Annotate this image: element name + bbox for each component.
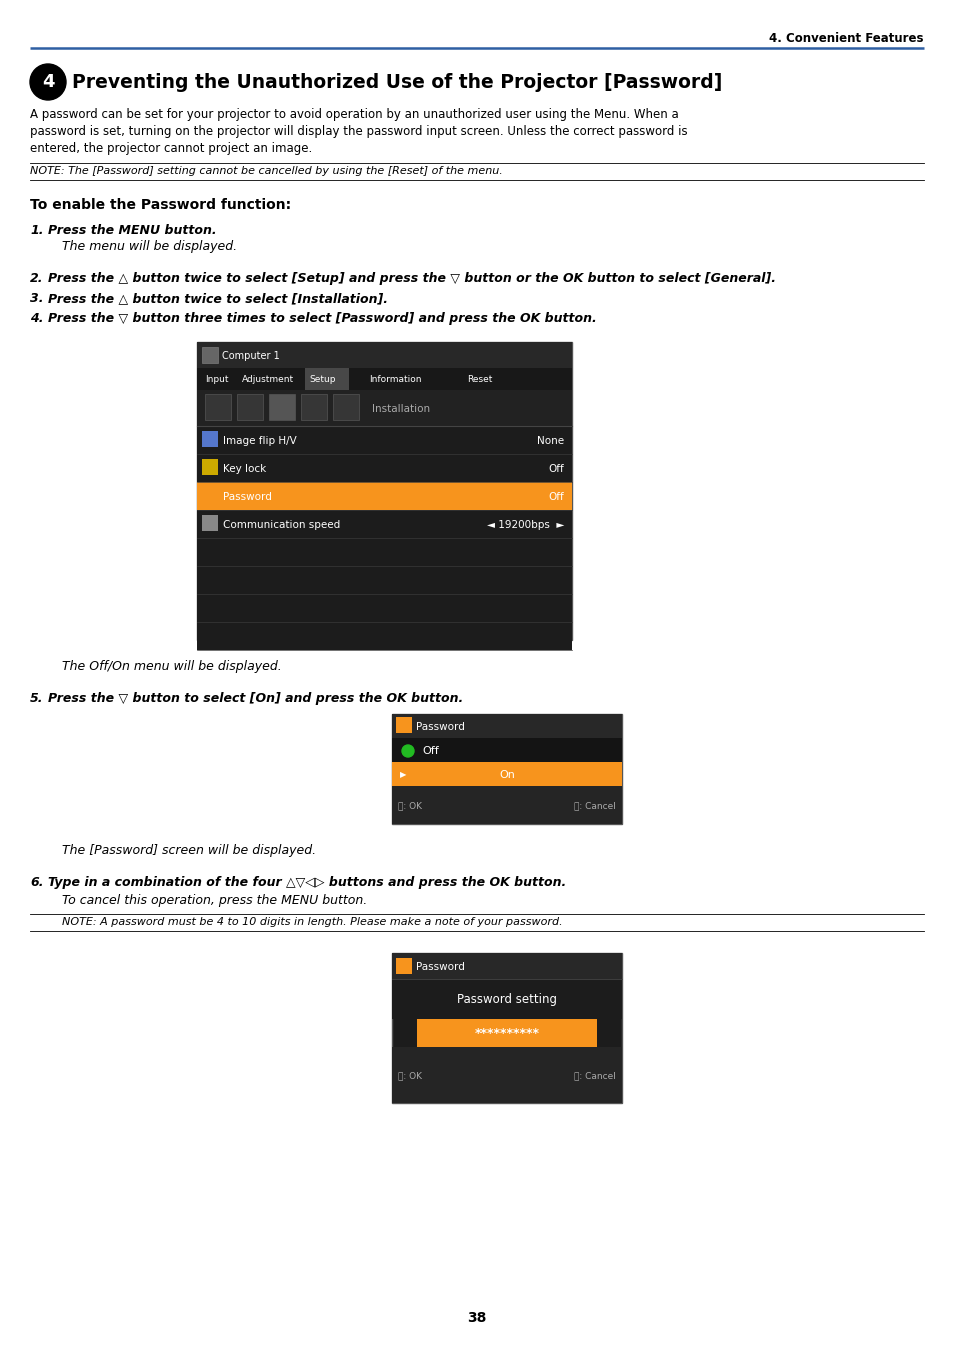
Text: Image flip H/V: Image flip H/V <box>223 435 296 446</box>
Text: Type in a combination of the four △▽◁▷ buttons and press the OK button.: Type in a combination of the four △▽◁▷ b… <box>48 876 566 888</box>
Text: To enable the Password function:: To enable the Password function: <box>30 198 291 212</box>
Text: ◄ 19200bps  ►: ◄ 19200bps ► <box>486 520 563 530</box>
Bar <box>196 510 572 538</box>
Text: Reset: Reset <box>467 376 492 384</box>
Text: Computer 1: Computer 1 <box>222 350 279 361</box>
Text: Adjustment: Adjustment <box>242 376 294 384</box>
Text: 2.: 2. <box>30 272 44 284</box>
Bar <box>196 566 572 594</box>
Text: 5.: 5. <box>30 692 44 705</box>
Text: password is set, turning on the projector will display the password input screen: password is set, turning on the projecto… <box>30 125 687 137</box>
Bar <box>205 394 231 421</box>
Bar <box>196 538 572 566</box>
Text: 38: 38 <box>467 1312 486 1325</box>
Text: NOTE: The [Password] setting cannot be cancelled by using the [Reset] of the men: NOTE: The [Password] setting cannot be c… <box>30 166 502 177</box>
Text: 6.: 6. <box>30 876 44 888</box>
Text: 4.: 4. <box>30 311 44 325</box>
Bar <box>196 390 572 426</box>
Text: To cancel this operation, press the MENU button.: To cancel this operation, press the MENU… <box>62 894 367 907</box>
Text: 3.: 3. <box>30 293 44 305</box>
Bar <box>305 368 349 390</box>
Bar <box>269 394 294 421</box>
Bar <box>202 346 218 363</box>
Text: Off: Off <box>421 745 438 756</box>
Text: Preventing the Unauthorized Use of the Projector [Password]: Preventing the Unauthorized Use of the P… <box>71 73 721 92</box>
Bar <box>196 342 572 640</box>
Text: Press the ▽ button to select [On] and press the OK button.: Press the ▽ button to select [On] and pr… <box>48 692 463 705</box>
Bar <box>392 1047 621 1103</box>
Text: ▶: ▶ <box>399 771 406 779</box>
Text: Password: Password <box>416 723 464 732</box>
Text: None: None <box>537 435 563 446</box>
Text: The menu will be displayed.: The menu will be displayed. <box>62 240 237 253</box>
Bar <box>202 431 218 448</box>
Bar <box>392 953 621 1103</box>
Bar <box>196 342 572 368</box>
Text: Input: Input <box>205 376 229 384</box>
Text: A password can be set for your projector to avoid operation by an unauthorized u: A password can be set for your projector… <box>30 108 678 121</box>
Text: Off: Off <box>548 464 563 474</box>
Bar <box>392 737 621 762</box>
Bar <box>196 454 572 483</box>
Circle shape <box>401 745 414 758</box>
Text: Press the △ button twice to select [Installation].: Press the △ button twice to select [Inst… <box>48 293 388 305</box>
Text: ⓞ: OK: ⓞ: OK <box>397 1072 421 1081</box>
Bar <box>196 368 572 390</box>
Bar <box>202 460 218 474</box>
Text: 4. Convenient Features: 4. Convenient Features <box>769 31 923 44</box>
Text: 1.: 1. <box>30 224 44 237</box>
Text: Password: Password <box>223 492 272 501</box>
Text: The [Password] screen will be displayed.: The [Password] screen will be displayed. <box>62 844 315 857</box>
Text: Press the ▽ button three times to select [Password] and press the OK button.: Press the ▽ button three times to select… <box>48 311 597 325</box>
Bar <box>392 714 621 737</box>
Bar <box>196 621 572 650</box>
Text: Press the △ button twice to select [Setup] and press the ▽ button or the OK butt: Press the △ button twice to select [Setu… <box>48 272 775 284</box>
Text: ⓞ: Cancel: ⓞ: Cancel <box>574 802 616 810</box>
Text: Press the MENU button.: Press the MENU button. <box>48 224 216 237</box>
Text: Setup: Setup <box>309 376 335 384</box>
Bar <box>202 487 218 503</box>
Bar <box>395 717 412 733</box>
Text: entered, the projector cannot project an image.: entered, the projector cannot project an… <box>30 142 312 155</box>
Text: **********: ********** <box>474 1027 539 1041</box>
Bar <box>392 786 621 824</box>
Text: Information: Information <box>369 376 421 384</box>
Text: Password setting: Password setting <box>456 993 557 1007</box>
Text: NOTE: A password must be 4 to 10 digits in length. Please make a note of your pa: NOTE: A password must be 4 to 10 digits … <box>62 917 562 927</box>
Text: Off: Off <box>548 492 563 501</box>
Bar <box>333 394 358 421</box>
Text: Key lock: Key lock <box>223 464 266 474</box>
Text: ⓞ: Cancel: ⓞ: Cancel <box>574 1072 616 1081</box>
Text: Installation: Installation <box>372 404 430 414</box>
Bar <box>196 483 572 510</box>
Bar <box>392 979 621 1019</box>
Bar <box>301 394 327 421</box>
Circle shape <box>30 63 66 100</box>
Bar <box>392 762 621 786</box>
Bar <box>392 953 621 979</box>
Text: 4: 4 <box>42 73 54 92</box>
Bar <box>196 594 572 621</box>
Bar <box>202 515 218 531</box>
Text: ⓞ: OK: ⓞ: OK <box>397 802 421 810</box>
Text: Communication speed: Communication speed <box>223 520 340 530</box>
Bar <box>395 958 412 975</box>
Bar <box>416 1019 597 1047</box>
Text: Password: Password <box>416 962 464 972</box>
Text: The Off/On menu will be displayed.: The Off/On menu will be displayed. <box>62 661 281 673</box>
Bar <box>392 714 621 824</box>
Text: On: On <box>498 770 515 780</box>
Bar <box>196 426 572 454</box>
Bar <box>236 394 263 421</box>
